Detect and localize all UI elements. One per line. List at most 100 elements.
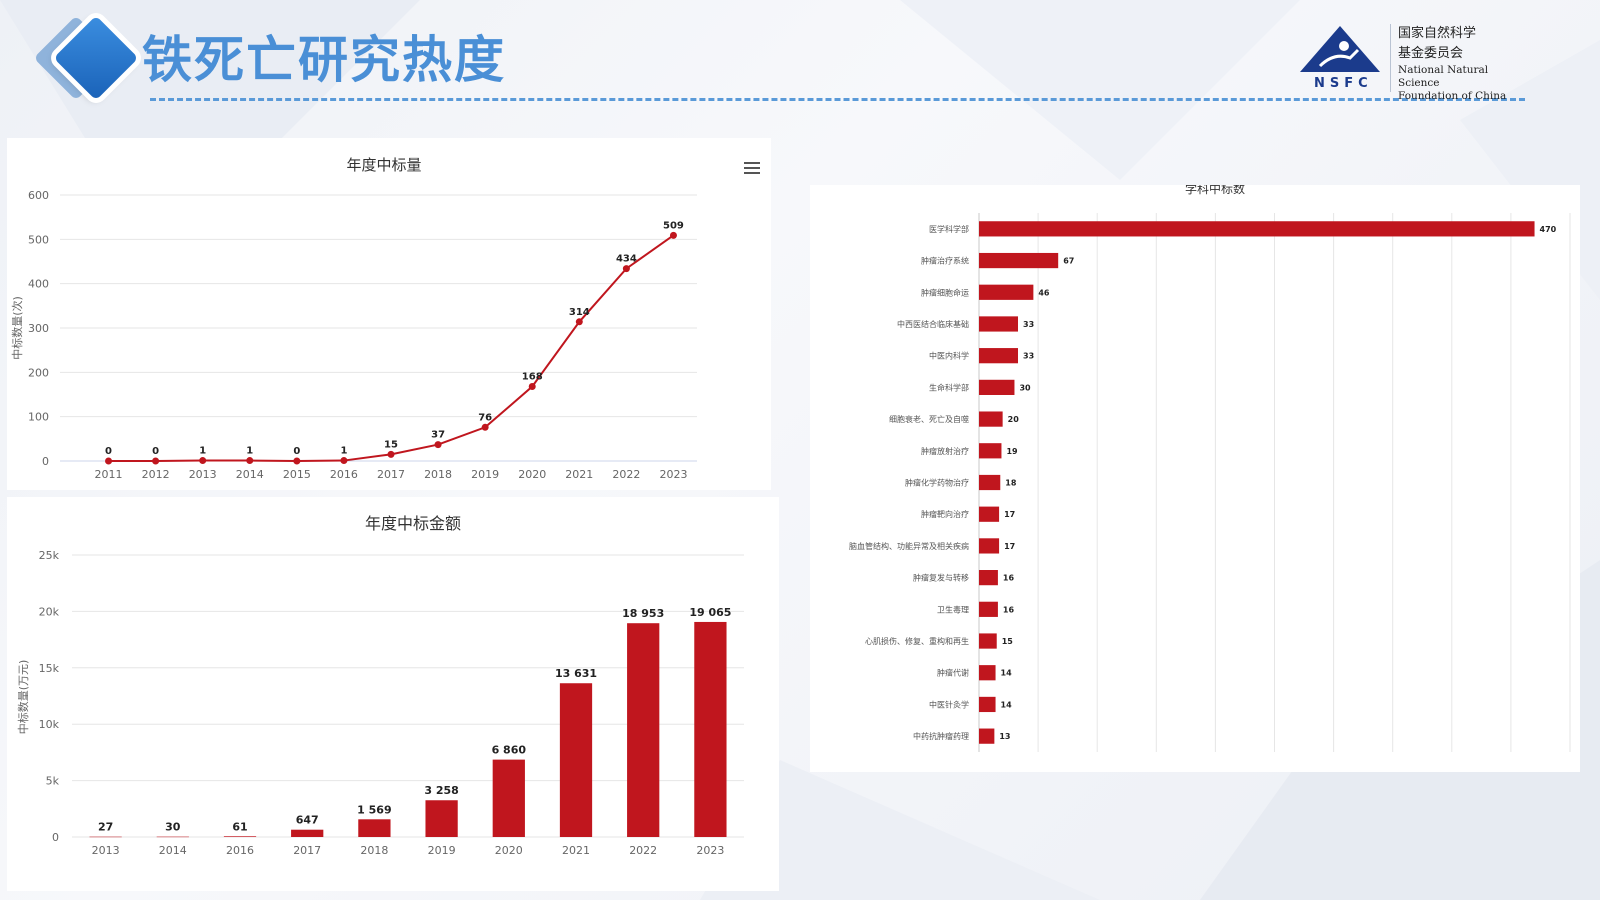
logo-abbreviation: NSFC [1314, 76, 1373, 91]
category-label: 脑血管结构、功能异常及相关疾病 [849, 541, 969, 551]
y-tick-label: 15k [39, 662, 60, 675]
x-tick-label: 2015 [283, 468, 311, 481]
bar [156, 836, 189, 838]
bar [979, 316, 1019, 332]
line-chart-panel: 年度中标量 0 100 200 300 400 500 600 中标数量(次) 0 2011 0 201… [7, 138, 771, 490]
category-label: 中医内科学 [929, 351, 969, 361]
bar-chart-panel: 年度中标金额 0 5k 10k 15k 20k 25k 中标数量(万元) 27 2013 30 201… [7, 497, 779, 891]
data-label: 18 953 [622, 607, 664, 620]
data-label: 19 [1006, 447, 1018, 456]
category-label: 中医针灸学 [929, 699, 969, 709]
data-label: 67 [1063, 257, 1074, 266]
chart-title: 学科中标数 [1185, 185, 1245, 196]
data-label: 14 [1001, 700, 1013, 709]
data-label: 17 [1004, 510, 1015, 519]
data-point [293, 457, 301, 465]
data-label: 18 [1005, 479, 1017, 488]
data-label: 470 [1540, 225, 1557, 234]
data-label: 509 [663, 220, 684, 231]
annual-awards-line-chart: 年度中标量 0 100 200 300 400 500 600 中标数量(次) 0 2011 0 201… [10, 156, 697, 481]
hbar-chart-panel: 学科中标数 470 医学科学部 67 肿瘤治疗系统 46 肿瘤细胞命运 33 中西医结合临床基础… [810, 185, 1580, 772]
category-label: 医学科学部 [929, 224, 969, 234]
category-label: 肿瘤治疗系统 [921, 256, 969, 266]
bar [979, 696, 996, 713]
x-tick-label: 2021 [565, 468, 593, 481]
data-label: 1 [199, 446, 206, 457]
page-title: 铁死亡研究热度 [142, 31, 506, 89]
category-label: 细胞衰老、死亡及自噬 [889, 414, 969, 424]
category-label: 中西医结合临床基础 [897, 319, 969, 329]
data-label: 314 [569, 307, 590, 318]
bar [627, 623, 660, 837]
data-label: 76 [478, 412, 492, 423]
slide-header: 铁死亡研究热度 NSFC 国家自然科学 基金委员会 National Natur… [0, 0, 1600, 110]
x-tick-label: 2016 [330, 468, 358, 481]
bar [492, 759, 525, 837]
x-tick-label: 2022 [612, 468, 640, 481]
bar [979, 411, 1003, 427]
logo-en-line: Foundation of China [1398, 90, 1507, 102]
title-divider [150, 98, 1525, 101]
data-point [528, 383, 536, 391]
data-label: 46 [1038, 288, 1050, 297]
category-label: 肿瘤细胞命运 [921, 287, 969, 297]
data-point [105, 457, 113, 465]
y-tick-label: 300 [28, 322, 49, 335]
chart-menu-icon[interactable] [744, 162, 760, 176]
data-label: 20 [1008, 415, 1020, 424]
bar [979, 284, 1034, 300]
data-label: 0 [152, 446, 159, 457]
y-tick-label: 200 [28, 366, 49, 379]
data-label: 1 569 [357, 803, 391, 816]
y-tick-label: 25k [39, 549, 60, 562]
x-tick-label: 2022 [629, 844, 657, 857]
category-label: 生命科学部 [929, 382, 969, 392]
bar [694, 621, 727, 837]
category-label: 肿瘤化学药物治疗 [905, 478, 969, 488]
series-line [108, 234, 675, 463]
category-label: 肿瘤放射治疗 [921, 446, 969, 456]
x-tick-label: 2017 [293, 844, 321, 857]
data-point [199, 457, 207, 465]
logo-text: 国家自然科学 基金委员会 National Natural Science Fo… [1398, 24, 1530, 103]
category-label: 中药抗肿瘤药理 [913, 731, 969, 741]
bar [89, 836, 122, 838]
data-label: 15 [384, 439, 398, 450]
bar [979, 570, 998, 586]
x-tick-label: 2023 [659, 468, 687, 481]
data-point [340, 457, 348, 465]
chart-title: 年度中标量 [346, 156, 421, 174]
x-tick-label: 2023 [696, 844, 724, 857]
y-tick-label: 5k [46, 775, 60, 788]
data-label: 17 [1004, 542, 1015, 551]
bar [979, 379, 1015, 395]
logo-cn-line: 国家自然科学 [1398, 26, 1477, 41]
data-label: 15 [1002, 637, 1014, 646]
y-tick-label: 400 [28, 278, 49, 291]
data-label: 6 860 [492, 744, 527, 757]
x-tick-label: 2014 [159, 844, 187, 857]
x-tick-label: 2020 [495, 844, 523, 857]
data-label: 1 [340, 446, 347, 457]
bar [979, 221, 1535, 237]
data-point [669, 231, 677, 239]
category-label: 肿瘤靶向治疗 [921, 509, 969, 519]
category-label: 肿瘤代谢 [937, 668, 969, 678]
logo-en-line: National Natural Science [1398, 64, 1489, 89]
x-tick-label: 2018 [360, 844, 388, 857]
bar [425, 800, 458, 837]
x-tick-label: 2021 [562, 844, 590, 857]
y-tick-label: 10k [39, 718, 60, 731]
logo-divider [1390, 24, 1391, 92]
bar [223, 836, 257, 837]
data-label: 30 [1019, 383, 1031, 392]
bar [979, 601, 998, 617]
data-label: 0 [105, 446, 112, 457]
x-tick-label: 2013 [92, 844, 120, 857]
data-label: 3 258 [424, 784, 458, 797]
x-tick-label: 2013 [189, 468, 217, 481]
x-tick-label: 2016 [226, 844, 254, 857]
data-label: 27 [98, 821, 113, 834]
bar [291, 829, 324, 837]
bar [979, 506, 1000, 522]
